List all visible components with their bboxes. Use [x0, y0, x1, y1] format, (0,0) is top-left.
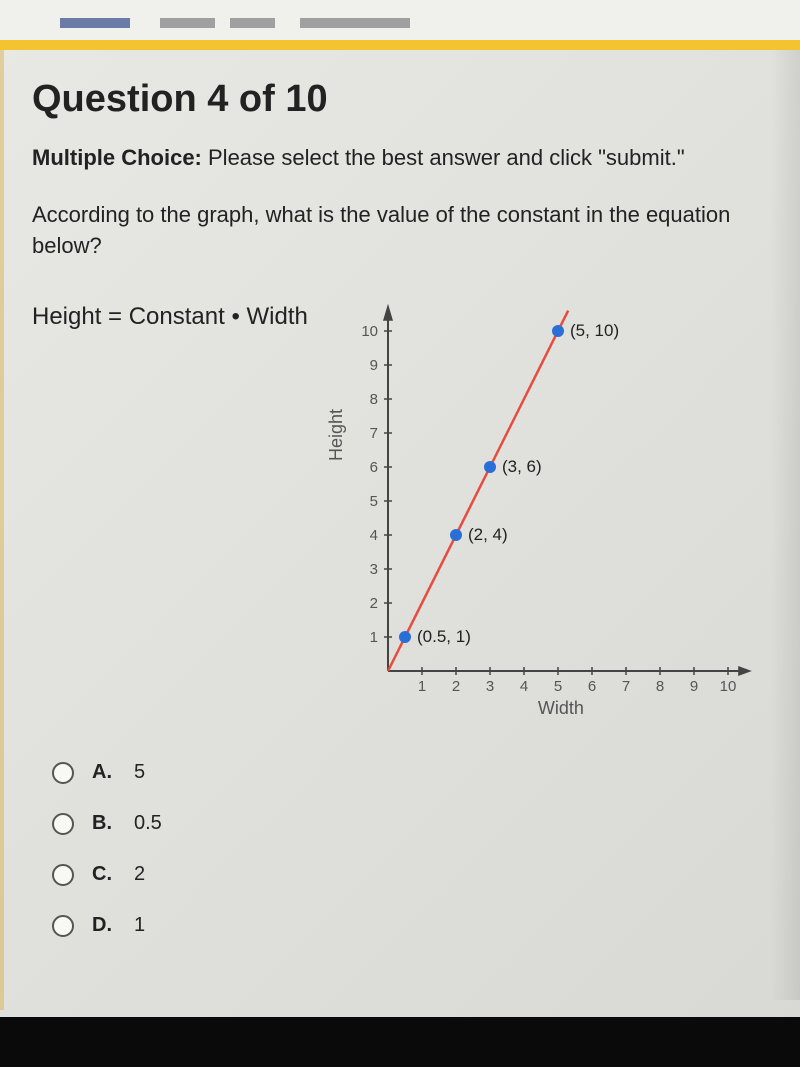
svg-text:8: 8 [656, 678, 664, 695]
radio-button[interactable] [52, 864, 74, 886]
progress-segment [230, 18, 275, 28]
radio-button[interactable] [52, 762, 74, 784]
option-value: 1 [134, 914, 145, 937]
svg-text:4: 4 [370, 527, 378, 544]
answer-option[interactable]: C. 2 [52, 863, 768, 886]
svg-text:9: 9 [370, 357, 378, 374]
svg-text:10: 10 [361, 323, 378, 340]
option-value: 5 [134, 761, 145, 784]
instruction-label: Multiple Choice: [32, 145, 202, 170]
right-shadow [770, 50, 800, 1000]
question-content: Question 4 of 10 Multiple Choice: Please… [0, 50, 800, 985]
svg-text:5: 5 [554, 678, 562, 695]
instruction-body: Please select the best answer and click … [202, 145, 685, 170]
bottom-bezel [0, 1017, 800, 1067]
svg-text:8: 8 [370, 391, 378, 408]
answer-option[interactable]: A. 5 [52, 761, 768, 784]
question-heading: Question 4 of 10 [32, 78, 768, 121]
svg-text:5: 5 [370, 493, 378, 510]
svg-text:(5, 10): (5, 10) [570, 321, 619, 340]
svg-text:1: 1 [418, 678, 426, 695]
option-value: 2 [134, 863, 145, 886]
option-letter: B. [92, 812, 116, 835]
svg-text:9: 9 [690, 678, 698, 695]
radio-button[interactable] [52, 813, 74, 835]
chart-container: 1 2 3 4 5 6 7 8 9 10 1 2 3 4 5 6 7 8 9 10 (0.5, 1) (2, 4) (3, … [328, 291, 768, 721]
svg-text:6: 6 [370, 459, 378, 476]
option-letter: C. [92, 863, 116, 886]
accent-bar [0, 40, 800, 50]
svg-text:10: 10 [720, 678, 737, 695]
equation-text: Height = Constant • Width [32, 291, 308, 331]
answer-option[interactable]: D. 1 [52, 914, 768, 937]
svg-text:4: 4 [520, 678, 528, 695]
line-chart: 1 2 3 4 5 6 7 8 9 10 1 2 3 4 5 6 7 8 9 10 (0.5, 1) (2, 4) (3, … [328, 291, 768, 721]
svg-text:7: 7 [622, 678, 630, 695]
svg-text:6: 6 [588, 678, 596, 695]
equation-and-chart: Height = Constant • Width 1 2 3 4 5 6 7 8 9 10 1 2 3… [32, 291, 768, 721]
answer-option[interactable]: B. 0.5 [52, 812, 768, 835]
progress-segment [60, 18, 130, 28]
instruction-text: Multiple Choice: Please select the best … [32, 143, 768, 174]
x-axis-label: Width [538, 698, 584, 719]
option-letter: A. [92, 761, 116, 784]
radio-button[interactable] [52, 915, 74, 937]
option-value: 0.5 [134, 812, 162, 835]
svg-text:1: 1 [370, 629, 378, 646]
svg-text:(3, 6): (3, 6) [502, 457, 542, 476]
option-letter: D. [92, 914, 116, 937]
svg-text:7: 7 [370, 425, 378, 442]
answer-options: A. 5 B. 0.5 C. 2 D. 1 [32, 761, 768, 937]
svg-text:(2, 4): (2, 4) [468, 525, 508, 544]
left-border [0, 50, 4, 1010]
svg-text:2: 2 [370, 595, 378, 612]
question-prompt: According to the graph, what is the valu… [32, 200, 768, 262]
progress-segment [300, 18, 410, 28]
y-axis-label: Height [326, 409, 347, 461]
progress-bar [0, 0, 800, 40]
svg-text:2: 2 [452, 678, 460, 695]
progress-segment [160, 18, 215, 28]
svg-text:(0.5, 1): (0.5, 1) [417, 627, 471, 646]
svg-text:3: 3 [370, 561, 378, 578]
svg-text:3: 3 [486, 678, 494, 695]
